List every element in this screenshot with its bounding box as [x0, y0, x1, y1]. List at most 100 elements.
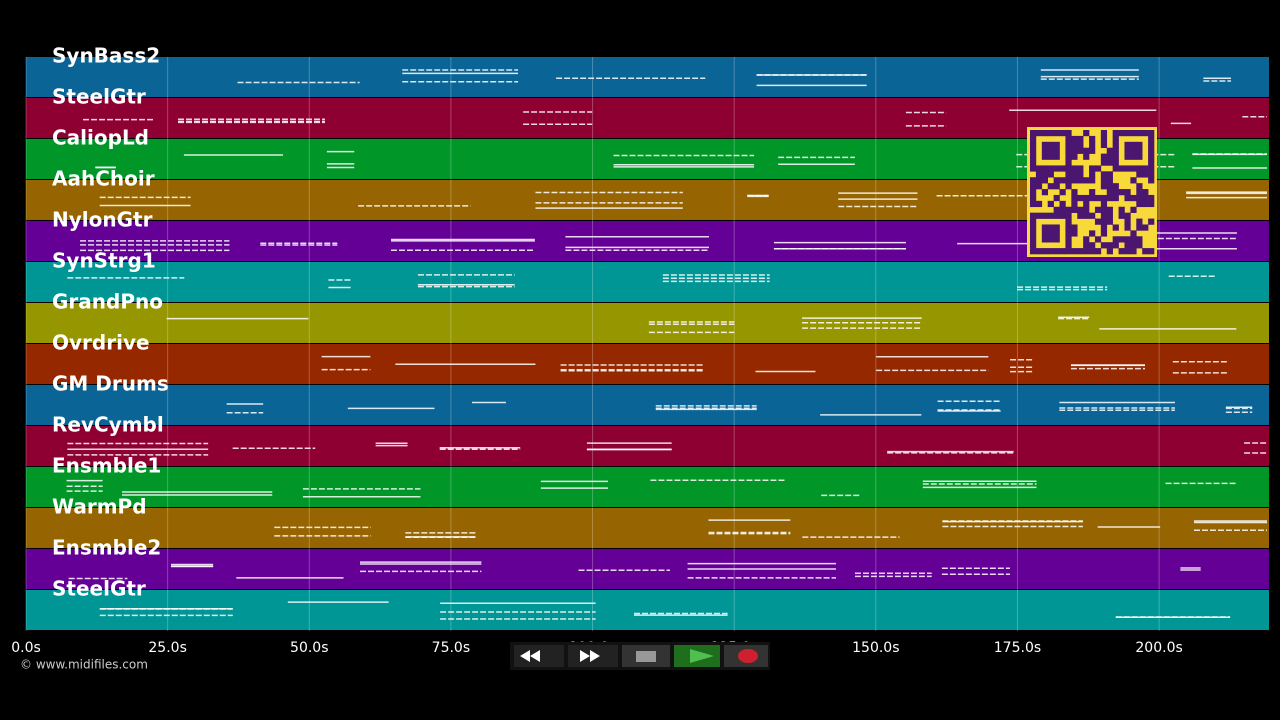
qr-module: [1089, 147, 1096, 154]
qr-module: [1030, 218, 1037, 225]
qr-module: [1136, 171, 1143, 178]
qr-module: [1148, 147, 1155, 154]
record-icon: [738, 649, 758, 663]
qr-module: [1065, 236, 1072, 243]
qr-module: [1047, 130, 1054, 137]
qr-module: [1065, 147, 1072, 154]
qr-module: [1047, 200, 1054, 208]
qr-module: [1053, 194, 1060, 202]
qr-module: [1142, 200, 1149, 208]
qr-module: [1124, 147, 1131, 154]
qr-module: [1112, 224, 1119, 231]
qr-module: [1130, 147, 1137, 154]
qr-module: [1100, 183, 1108, 190]
qr-module: [1077, 135, 1084, 143]
qr-module: [1124, 236, 1131, 243]
qr-module: [1047, 165, 1054, 172]
qr-module: [1030, 177, 1037, 184]
qr-module: [1077, 177, 1084, 184]
qr-module: [1030, 194, 1037, 202]
qr-module: [1065, 177, 1072, 184]
qr-module: [1112, 183, 1119, 190]
qr-module: [1112, 236, 1119, 243]
qr-module: [1142, 194, 1149, 202]
qr-module: [1106, 159, 1113, 166]
qr-module: [1148, 165, 1155, 172]
qr-module: [1136, 141, 1143, 149]
qr-module: [1065, 135, 1072, 143]
qr-module: [1035, 248, 1043, 255]
qr-module: [1071, 147, 1078, 154]
track-label: SynBass2: [52, 44, 160, 68]
qr-module: [1124, 165, 1131, 172]
qr-module: [1130, 230, 1137, 237]
qr-module: [1041, 153, 1049, 160]
qr-module: [1059, 206, 1066, 213]
qr-module: [1083, 153, 1090, 160]
qr-module: [1083, 147, 1090, 154]
qr-module: [1118, 189, 1125, 196]
qr-module: [1094, 194, 1102, 202]
qr-module: [1071, 141, 1078, 149]
track-label: GM Drums: [52, 372, 169, 396]
qr-module: [1047, 147, 1054, 154]
qr-module: [1142, 189, 1149, 196]
qr-module: [1094, 206, 1102, 213]
qr-module: [1053, 248, 1060, 255]
qr-module: [1124, 141, 1131, 149]
qr-module: [1100, 230, 1108, 237]
qr-module: [1100, 159, 1108, 166]
qr-module: [1059, 248, 1066, 255]
qr-module: [1100, 242, 1108, 249]
qr-module: [1112, 147, 1119, 154]
qr-module: [1035, 165, 1043, 172]
qr-module: [1071, 224, 1078, 231]
qr-module: [1089, 135, 1096, 143]
qr-module: [1100, 135, 1108, 143]
qr-module: [1089, 194, 1096, 202]
qr-module: [1077, 171, 1084, 178]
qr-module: [1030, 230, 1037, 237]
qr-module: [1030, 141, 1037, 149]
qr-module: [1130, 194, 1137, 202]
grid: [25, 57, 1160, 631]
qr-module: [1030, 165, 1037, 172]
qr-module: [1100, 130, 1108, 137]
qr-module: [1059, 189, 1066, 196]
tick-label: 175.0s: [994, 640, 1041, 656]
tick-label: 0.0s: [11, 640, 41, 656]
qr-module: [1065, 212, 1072, 219]
qr-module: [1071, 230, 1078, 237]
notes: [66, 69, 1267, 620]
track-label: CaliopLd: [52, 126, 149, 150]
qr-module: [1065, 224, 1072, 231]
qr-module: [1148, 130, 1155, 137]
tick-label: 75.0s: [432, 640, 470, 656]
qr-module: [1142, 224, 1149, 231]
qr-module: [1053, 236, 1060, 243]
qr-module: [1100, 200, 1108, 208]
track-labels: SynBass2 SteelGtr CaliopLd AahChoir NylonGtr…: [52, 44, 169, 601]
qr-module: [1130, 248, 1137, 255]
qr-module: [1077, 212, 1084, 219]
qr-module: [1148, 194, 1155, 202]
track-label: RevCymbl: [52, 413, 164, 437]
qr-module: [1047, 230, 1054, 237]
qr-module: [1106, 248, 1113, 255]
qr-module: [1124, 212, 1131, 219]
qr-module: [1148, 248, 1155, 255]
qr-module: [1083, 242, 1090, 249]
qr-module: [1047, 248, 1054, 255]
qr-module: [1100, 194, 1108, 202]
qr-module: [1030, 236, 1037, 243]
qr-module: [1071, 200, 1078, 208]
qr-module: [1106, 177, 1113, 184]
qr-module: [1089, 171, 1096, 178]
qr-module: [1089, 177, 1096, 184]
qr-module: [1142, 130, 1149, 137]
track-label: AahChoir: [52, 167, 155, 191]
qr-module: [1065, 141, 1072, 149]
qr-module: [1030, 135, 1037, 143]
qr-module: [1035, 200, 1043, 208]
